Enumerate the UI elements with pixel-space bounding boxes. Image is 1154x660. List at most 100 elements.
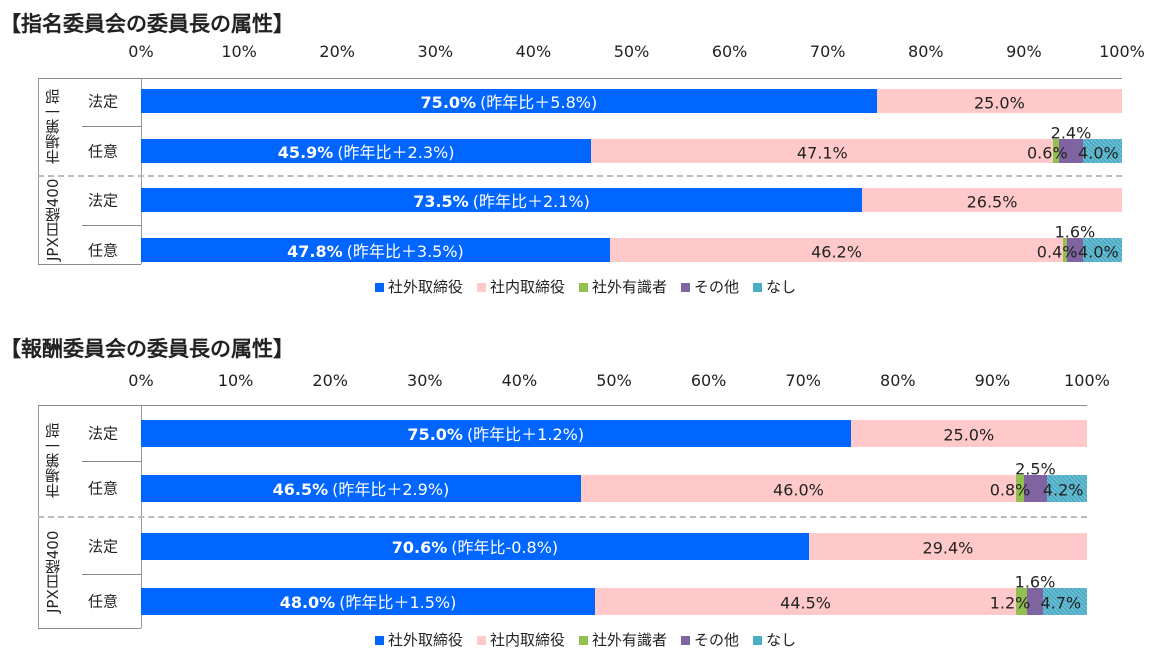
group-label: JPX日経400 bbox=[44, 530, 62, 614]
bar-segment-社外取締役 bbox=[141, 89, 877, 113]
value-text: 45.9% bbox=[277, 143, 334, 162]
legend-item: その他 bbox=[681, 276, 739, 297]
data-label-社内取締役: 46.2% bbox=[811, 242, 862, 262]
x-tick-label: 10% bbox=[221, 42, 257, 61]
category-label: 任意 bbox=[88, 479, 119, 498]
value-text: 46.5% bbox=[272, 480, 329, 499]
category-frame-line bbox=[38, 78, 39, 264]
legend-item: なし bbox=[753, 276, 796, 297]
data-label-社外取締役: 47.8% (昨年比＋3.5%) bbox=[287, 238, 464, 262]
group-separator bbox=[38, 516, 1087, 518]
x-tick-label: 70% bbox=[809, 42, 846, 61]
x-tick-label: 30% bbox=[407, 371, 443, 390]
bar-segment-社外有識者 bbox=[1016, 474, 1024, 502]
data-label-社外取締役: 73.5% (昨年比＋2.1%) bbox=[413, 188, 590, 212]
annotation-text: (昨年比＋2.3%) bbox=[337, 143, 455, 162]
x-tick-label: 90% bbox=[1006, 42, 1042, 61]
category-label: 任意 bbox=[88, 592, 119, 611]
bar-segment-社内取締役 bbox=[808, 532, 1087, 560]
legend-label: その他 bbox=[694, 631, 740, 649]
data-label-社外取締役: 75.0% (昨年比＋5.8%) bbox=[421, 89, 598, 113]
bar-segment-社外取締役 bbox=[141, 532, 809, 560]
x-tick-label: 80% bbox=[908, 42, 944, 61]
bar-segment-なし bbox=[1082, 238, 1122, 262]
bar-segment-社内取締役 bbox=[609, 238, 1064, 262]
bar-segment-社外取締役 bbox=[141, 419, 851, 447]
x-tick-label: 100% bbox=[1064, 371, 1110, 390]
bar-segment-その他 bbox=[1027, 587, 1043, 615]
bar-segment-社外取締役 bbox=[141, 587, 596, 615]
x-tick-label: 60% bbox=[711, 42, 748, 61]
legend-swatch bbox=[477, 283, 487, 292]
data-label-社外取締役: 46.5% (昨年比＋2.9%) bbox=[273, 476, 450, 500]
bar-segment-社外有識者 bbox=[1053, 139, 1060, 163]
legend-label: なし bbox=[766, 631, 797, 649]
group-label: 市場第一部 bbox=[44, 423, 62, 498]
legend-label: 社内取締役 bbox=[490, 631, 566, 649]
legend-swatch bbox=[681, 636, 691, 645]
bar-segment-社内取締役 bbox=[580, 474, 1017, 502]
data-label-社外有識者: 1.2% bbox=[989, 593, 1031, 613]
data-label-社外取締役: 48.0% (昨年比＋1.5%) bbox=[280, 589, 457, 613]
chart-title: 【指名委員会の委員長の属性】 bbox=[0, 12, 294, 36]
legend-swatch bbox=[681, 283, 691, 292]
row-separator bbox=[82, 573, 141, 575]
data-label-社外取締役: 70.6% (昨年比-0.8%) bbox=[392, 534, 558, 558]
annotation-text: (昨年比＋2.9%) bbox=[332, 480, 450, 499]
legend-label: 社外取締役 bbox=[388, 278, 464, 296]
bar-segment-社外有識者 bbox=[1016, 587, 1028, 615]
x-tick-label: 60% bbox=[690, 371, 727, 390]
data-label-なし: 4.0% bbox=[1078, 242, 1119, 262]
legend-label: その他 bbox=[694, 278, 740, 296]
legend-swatch bbox=[375, 283, 384, 292]
bar-segment-社内取締役 bbox=[591, 139, 1054, 163]
value-text: 73.5% bbox=[413, 192, 469, 211]
x-tick-label: 40% bbox=[515, 42, 552, 61]
axis-line bbox=[141, 78, 142, 264]
data-label-なし: 4.7% bbox=[1040, 593, 1082, 613]
annotation-text: (昨年比＋1.2%) bbox=[466, 425, 585, 444]
data-label-その他: 1.6% bbox=[1014, 572, 1056, 591]
x-tick-label: 30% bbox=[417, 42, 454, 61]
value-text: 75.0% bbox=[407, 425, 463, 444]
category-label: 法定 bbox=[88, 92, 119, 111]
data-label-社内取締役: 25.0% bbox=[973, 93, 1025, 113]
legend-item: その他 bbox=[681, 629, 739, 650]
x-tick-label: 80% bbox=[880, 371, 916, 390]
legend-swatch bbox=[753, 636, 763, 645]
data-label-社内取締役: 46.0% bbox=[773, 480, 824, 500]
legend-label: 社外有識者 bbox=[592, 278, 668, 296]
category-label: 法定 bbox=[88, 191, 119, 210]
bar-segment-その他 bbox=[1023, 474, 1048, 502]
legend-swatch bbox=[579, 283, 589, 292]
x-tick-label: 50% bbox=[613, 42, 650, 61]
bar-segment-なし bbox=[1042, 587, 1087, 615]
x-tick-label: 70% bbox=[785, 371, 821, 390]
frame-bottom bbox=[38, 264, 141, 265]
x-tick-label: 40% bbox=[501, 371, 538, 390]
legend-item: 社外有識者 bbox=[579, 629, 667, 650]
value-text: 70.6% bbox=[391, 538, 448, 557]
data-label-社内取締役: 44.5% bbox=[780, 593, 831, 613]
data-label-社外有識者: 0.4% bbox=[1036, 242, 1078, 262]
bar-segment-社外取締役 bbox=[141, 238, 610, 262]
legend-swatch bbox=[579, 636, 589, 645]
data-label-その他: 2.4% bbox=[1050, 123, 1092, 143]
data-label-社内取締役: 47.1% bbox=[796, 143, 848, 163]
annotation-text: (昨年比＋2.1%) bbox=[472, 192, 590, 211]
category-label: 法定 bbox=[88, 424, 119, 443]
legend: 社外取締役 社内取締役 社外有識者 その他 なし bbox=[375, 629, 796, 650]
bar-segment-その他 bbox=[1067, 238, 1083, 262]
group-label: JPX日経400 bbox=[44, 178, 62, 261]
legend-label: 社外有識者 bbox=[592, 631, 668, 649]
x-tick-label: 20% bbox=[312, 371, 348, 390]
data-label-社内取締役: 26.5% bbox=[966, 192, 1018, 212]
legend-item: 社外有識者 bbox=[579, 276, 667, 297]
legend-swatch bbox=[477, 636, 487, 645]
frame-top bbox=[38, 405, 1087, 406]
legend-label: 社内取締役 bbox=[490, 278, 566, 296]
annotation-text: (昨年比-0.8%) bbox=[451, 538, 559, 557]
data-label-なし: 4.0% bbox=[1078, 143, 1119, 163]
row-separator bbox=[82, 460, 141, 462]
frame-top bbox=[38, 78, 1122, 79]
